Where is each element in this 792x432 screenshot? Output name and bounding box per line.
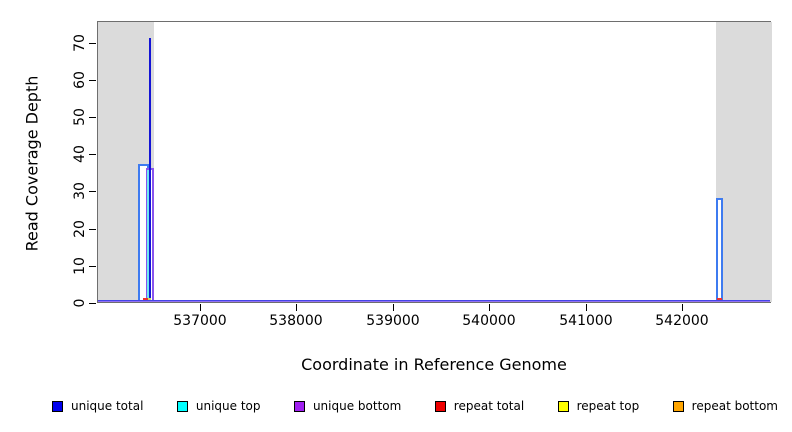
y-tick-mark	[89, 191, 96, 192]
x-tick-mark	[586, 304, 587, 311]
legend-label: unique top	[195, 399, 261, 413]
y-tick-label: 50	[72, 108, 88, 126]
y-tick-label: 30	[72, 182, 88, 200]
x-tick-label: 538000	[269, 313, 323, 329]
baseline-unique-bottom	[98, 301, 770, 302]
x-tick-mark	[200, 304, 201, 311]
legend-item-repeat-top: repeat top	[557, 399, 640, 413]
x-tick-mark	[393, 304, 394, 311]
y-tick-label: 20	[72, 220, 88, 238]
x-tick-mark	[296, 304, 297, 311]
x-tick-label: 542000	[655, 313, 709, 329]
baseline-unique-total	[98, 300, 770, 301]
legend-item-unique-total: unique total	[52, 399, 143, 413]
unique-total-swatch-icon	[52, 400, 63, 412]
legend-label: repeat top	[576, 399, 640, 413]
legend-item-unique-bottom: unique bottom	[293, 399, 402, 413]
legend-label: unique bottom	[312, 399, 402, 413]
y-tick-label: 40	[72, 145, 88, 163]
x-tick-label: 537000	[173, 313, 227, 329]
legend-item-repeat-bottom: repeat bottom	[672, 399, 778, 413]
x-tick-mark	[682, 304, 683, 311]
y-tick-mark	[89, 43, 96, 44]
repeat-bottom-swatch-icon	[672, 400, 684, 412]
legend: unique total unique top unique bottom re…	[52, 399, 778, 413]
legend-label: unique total	[71, 399, 144, 413]
unique-top-edge-line	[147, 170, 149, 302]
legend-label: repeat bottom	[691, 399, 778, 413]
y-tick-mark	[89, 266, 96, 267]
repeat-top-swatch-icon	[557, 400, 569, 412]
y-tick-mark	[89, 117, 96, 118]
legend-label: repeat total	[453, 399, 525, 413]
y-axis-title: Read Coverage Depth	[22, 75, 42, 252]
x-tick-label: 541000	[559, 313, 613, 329]
y-tick-mark	[89, 229, 96, 230]
y-tick-mark	[89, 80, 96, 81]
x-tick-label: 540000	[462, 313, 516, 329]
y-tick-label: 10	[72, 257, 88, 275]
legend-item-unique-top: unique top	[176, 399, 261, 413]
shaded-region-right	[716, 22, 772, 302]
repeat-top-segment-left	[148, 298, 151, 301]
x-tick-mark	[489, 304, 490, 311]
y-tick-mark	[89, 303, 96, 304]
legend-item-repeat-total: repeat total	[434, 399, 525, 413]
repeat-total-segment-right	[717, 298, 722, 301]
y-tick-label: 70	[72, 34, 88, 52]
unique-total-spike	[149, 38, 151, 302]
y-tick-label: 0	[72, 298, 88, 308]
y-tick-label: 60	[72, 71, 88, 89]
repeat-total-swatch-icon	[434, 400, 446, 412]
unique-bottom-swatch-icon	[293, 400, 305, 412]
plot-area	[97, 21, 772, 303]
y-tick-mark	[89, 154, 96, 155]
unique-top-box-right	[716, 198, 723, 302]
x-axis-title: Coordinate in Reference Genome	[301, 355, 567, 374]
unique-top-swatch-icon	[176, 400, 188, 412]
x-tick-label: 539000	[366, 313, 420, 329]
repeat-total-segment-left	[143, 298, 148, 301]
